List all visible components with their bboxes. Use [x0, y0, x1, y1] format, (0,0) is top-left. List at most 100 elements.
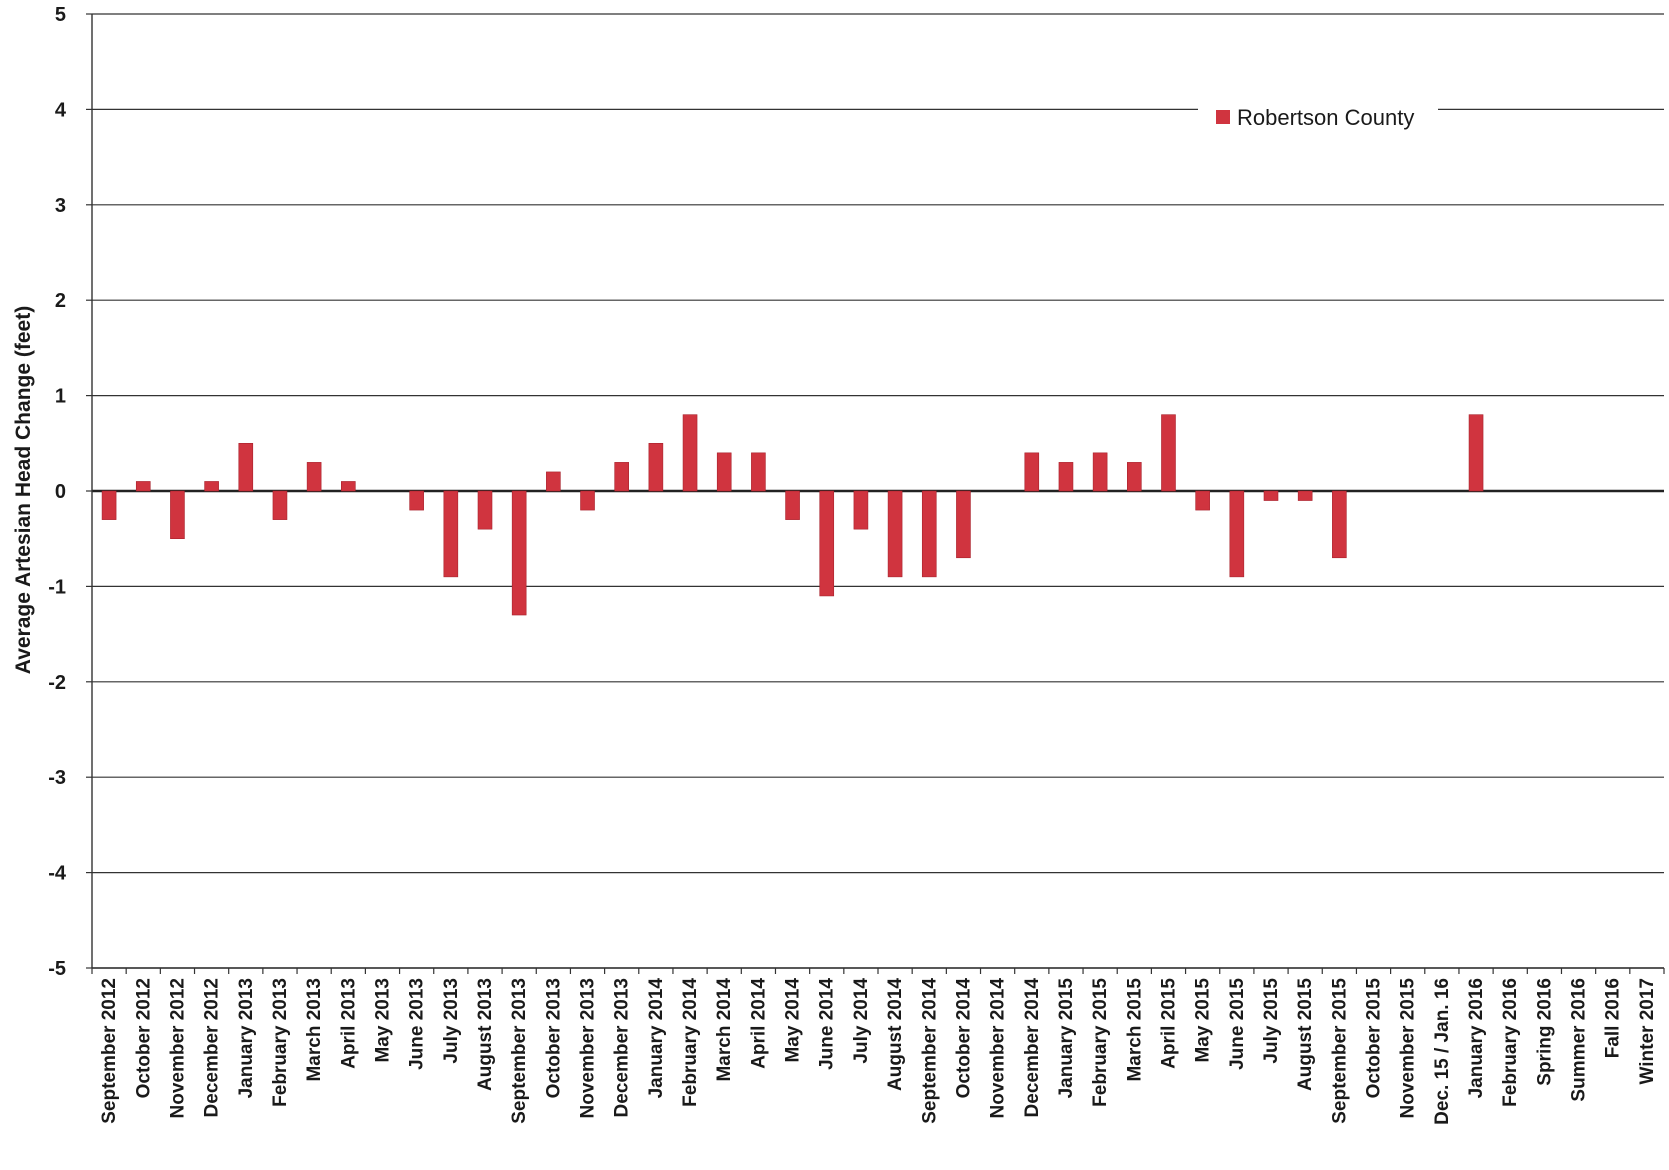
x-tick-label: Dec. 15 / Jan. 16: [1432, 978, 1453, 1125]
bar: [785, 490, 800, 520]
x-tick-label: May 2013: [372, 978, 393, 1063]
bar: [956, 490, 971, 559]
bar: [170, 490, 185, 540]
x-tick-label: March 2014: [714, 978, 735, 1082]
x-tick-label: September 2013: [509, 978, 530, 1124]
bar: [751, 452, 766, 492]
x-tick-label: July 2015: [1261, 978, 1282, 1064]
x-tick-label: January 2015: [1056, 978, 1077, 1099]
x-tick-label: March 2013: [304, 978, 325, 1082]
y-tick-label: -4: [48, 863, 67, 885]
x-tick-label: Winter 2017: [1637, 978, 1658, 1085]
x-tick-label: February 2014: [680, 978, 701, 1107]
legend-label: Robertson County: [1237, 105, 1414, 130]
y-tick-label: 2: [55, 290, 66, 312]
y-axis-title: Average Artesian Head Change (feet): [12, 306, 35, 674]
x-tick-label: Fall 2016: [1603, 978, 1624, 1058]
bar: [204, 481, 219, 492]
x-tick-label: October 2013: [543, 978, 564, 1098]
x-tick-labels: September 2012 October 2012 November 2012 D…: [99, 978, 1658, 1125]
x-tick-label: Summer 2016: [1569, 978, 1590, 1102]
x-tick-label: January 2016: [1466, 978, 1487, 1098]
bar: [1092, 452, 1108, 492]
y-tick-label: -2: [48, 672, 66, 694]
x-tick-label: February 2013: [270, 978, 291, 1107]
bar: [682, 414, 698, 492]
bar: [580, 490, 595, 511]
bar: [1161, 414, 1176, 492]
bar: [614, 462, 629, 492]
legend: Robertson County: [1198, 96, 1438, 140]
x-tick-label: August 2014: [885, 978, 906, 1091]
bar: [1332, 490, 1347, 559]
bar: [1297, 490, 1313, 501]
bar: [101, 490, 117, 520]
x-tick-label: November 2013: [578, 978, 599, 1118]
bar: [272, 490, 288, 520]
x-tick-label: January 2014: [646, 978, 667, 1099]
y-tick-label: 5: [55, 4, 66, 26]
bar: [1195, 490, 1210, 511]
bar: [443, 490, 459, 578]
y-tick-labels: 5 4 3 2 1 0 -1 -2 -3 -4 -5: [48, 4, 67, 980]
y-tick-label: -5: [48, 958, 66, 980]
bars: [101, 414, 1484, 616]
legend-background: [1198, 96, 1438, 140]
x-tick-label: May 2015: [1193, 978, 1214, 1063]
y-tick-label: 1: [55, 386, 66, 408]
x-tick-label: June 2014: [817, 978, 838, 1070]
bar: [306, 462, 322, 492]
x-tick-label: April 2014: [748, 978, 769, 1069]
x-tick-label: February 2016: [1500, 978, 1521, 1107]
bar: [1229, 490, 1245, 578]
bar: [1024, 452, 1040, 492]
x-tick-label: July 2013: [441, 978, 462, 1064]
x-tick-label: December 2013: [612, 978, 633, 1117]
x-tick-label: November 2012: [167, 978, 188, 1118]
bar: [1058, 462, 1074, 492]
bar: [238, 442, 254, 492]
bar: [648, 442, 664, 492]
x-tick-label: March 2015: [1124, 978, 1145, 1082]
x-tick-label: December 2014: [1022, 978, 1043, 1118]
x-tick-label: October 2014: [953, 978, 974, 1099]
bar: [1468, 414, 1484, 492]
x-tick-label: April 2013: [338, 978, 359, 1069]
y-tick-label: -1: [48, 576, 66, 598]
bar: [921, 490, 937, 578]
bar: [716, 452, 732, 492]
x-tick-label: May 2014: [783, 978, 804, 1063]
x-tick-label: January 2013: [236, 978, 257, 1098]
x-tick-label: June 2015: [1227, 978, 1248, 1070]
x-tick-label: September 2015: [1329, 978, 1350, 1124]
x-tick-label: June 2013: [407, 978, 428, 1070]
x-tick-label: December 2012: [202, 978, 223, 1117]
x-tick-label: September 2014: [919, 978, 940, 1124]
bar: [409, 490, 424, 511]
y-tick-label: 3: [55, 195, 66, 217]
gridlines: [92, 13, 1664, 969]
x-tick-label: October 2015: [1364, 978, 1385, 1099]
x-tick-label: August 2015: [1295, 978, 1316, 1091]
x-tick-label: October 2012: [133, 978, 154, 1098]
bar: [546, 471, 561, 492]
x-tick-label: November 2015: [1398, 978, 1419, 1119]
bar: [853, 490, 869, 530]
x-tick-label: August 2013: [475, 978, 496, 1091]
bar: [887, 490, 903, 578]
y-tick-label: 4: [55, 99, 67, 121]
legend-swatch: [1216, 110, 1230, 124]
bar: [511, 490, 527, 616]
x-tick-label: September 2012: [99, 978, 120, 1124]
x-tick-label: July 2014: [851, 978, 872, 1064]
x-tick-label: Spring 2016: [1534, 978, 1555, 1086]
y-tick-label: 0: [55, 481, 66, 503]
bar: [477, 490, 493, 530]
x-tick-label: November 2014: [988, 978, 1009, 1119]
axes: [86, 13, 1665, 974]
y-tick-label: -3: [48, 767, 66, 789]
x-tick-label: April 2015: [1158, 978, 1179, 1069]
bar: [341, 481, 356, 492]
